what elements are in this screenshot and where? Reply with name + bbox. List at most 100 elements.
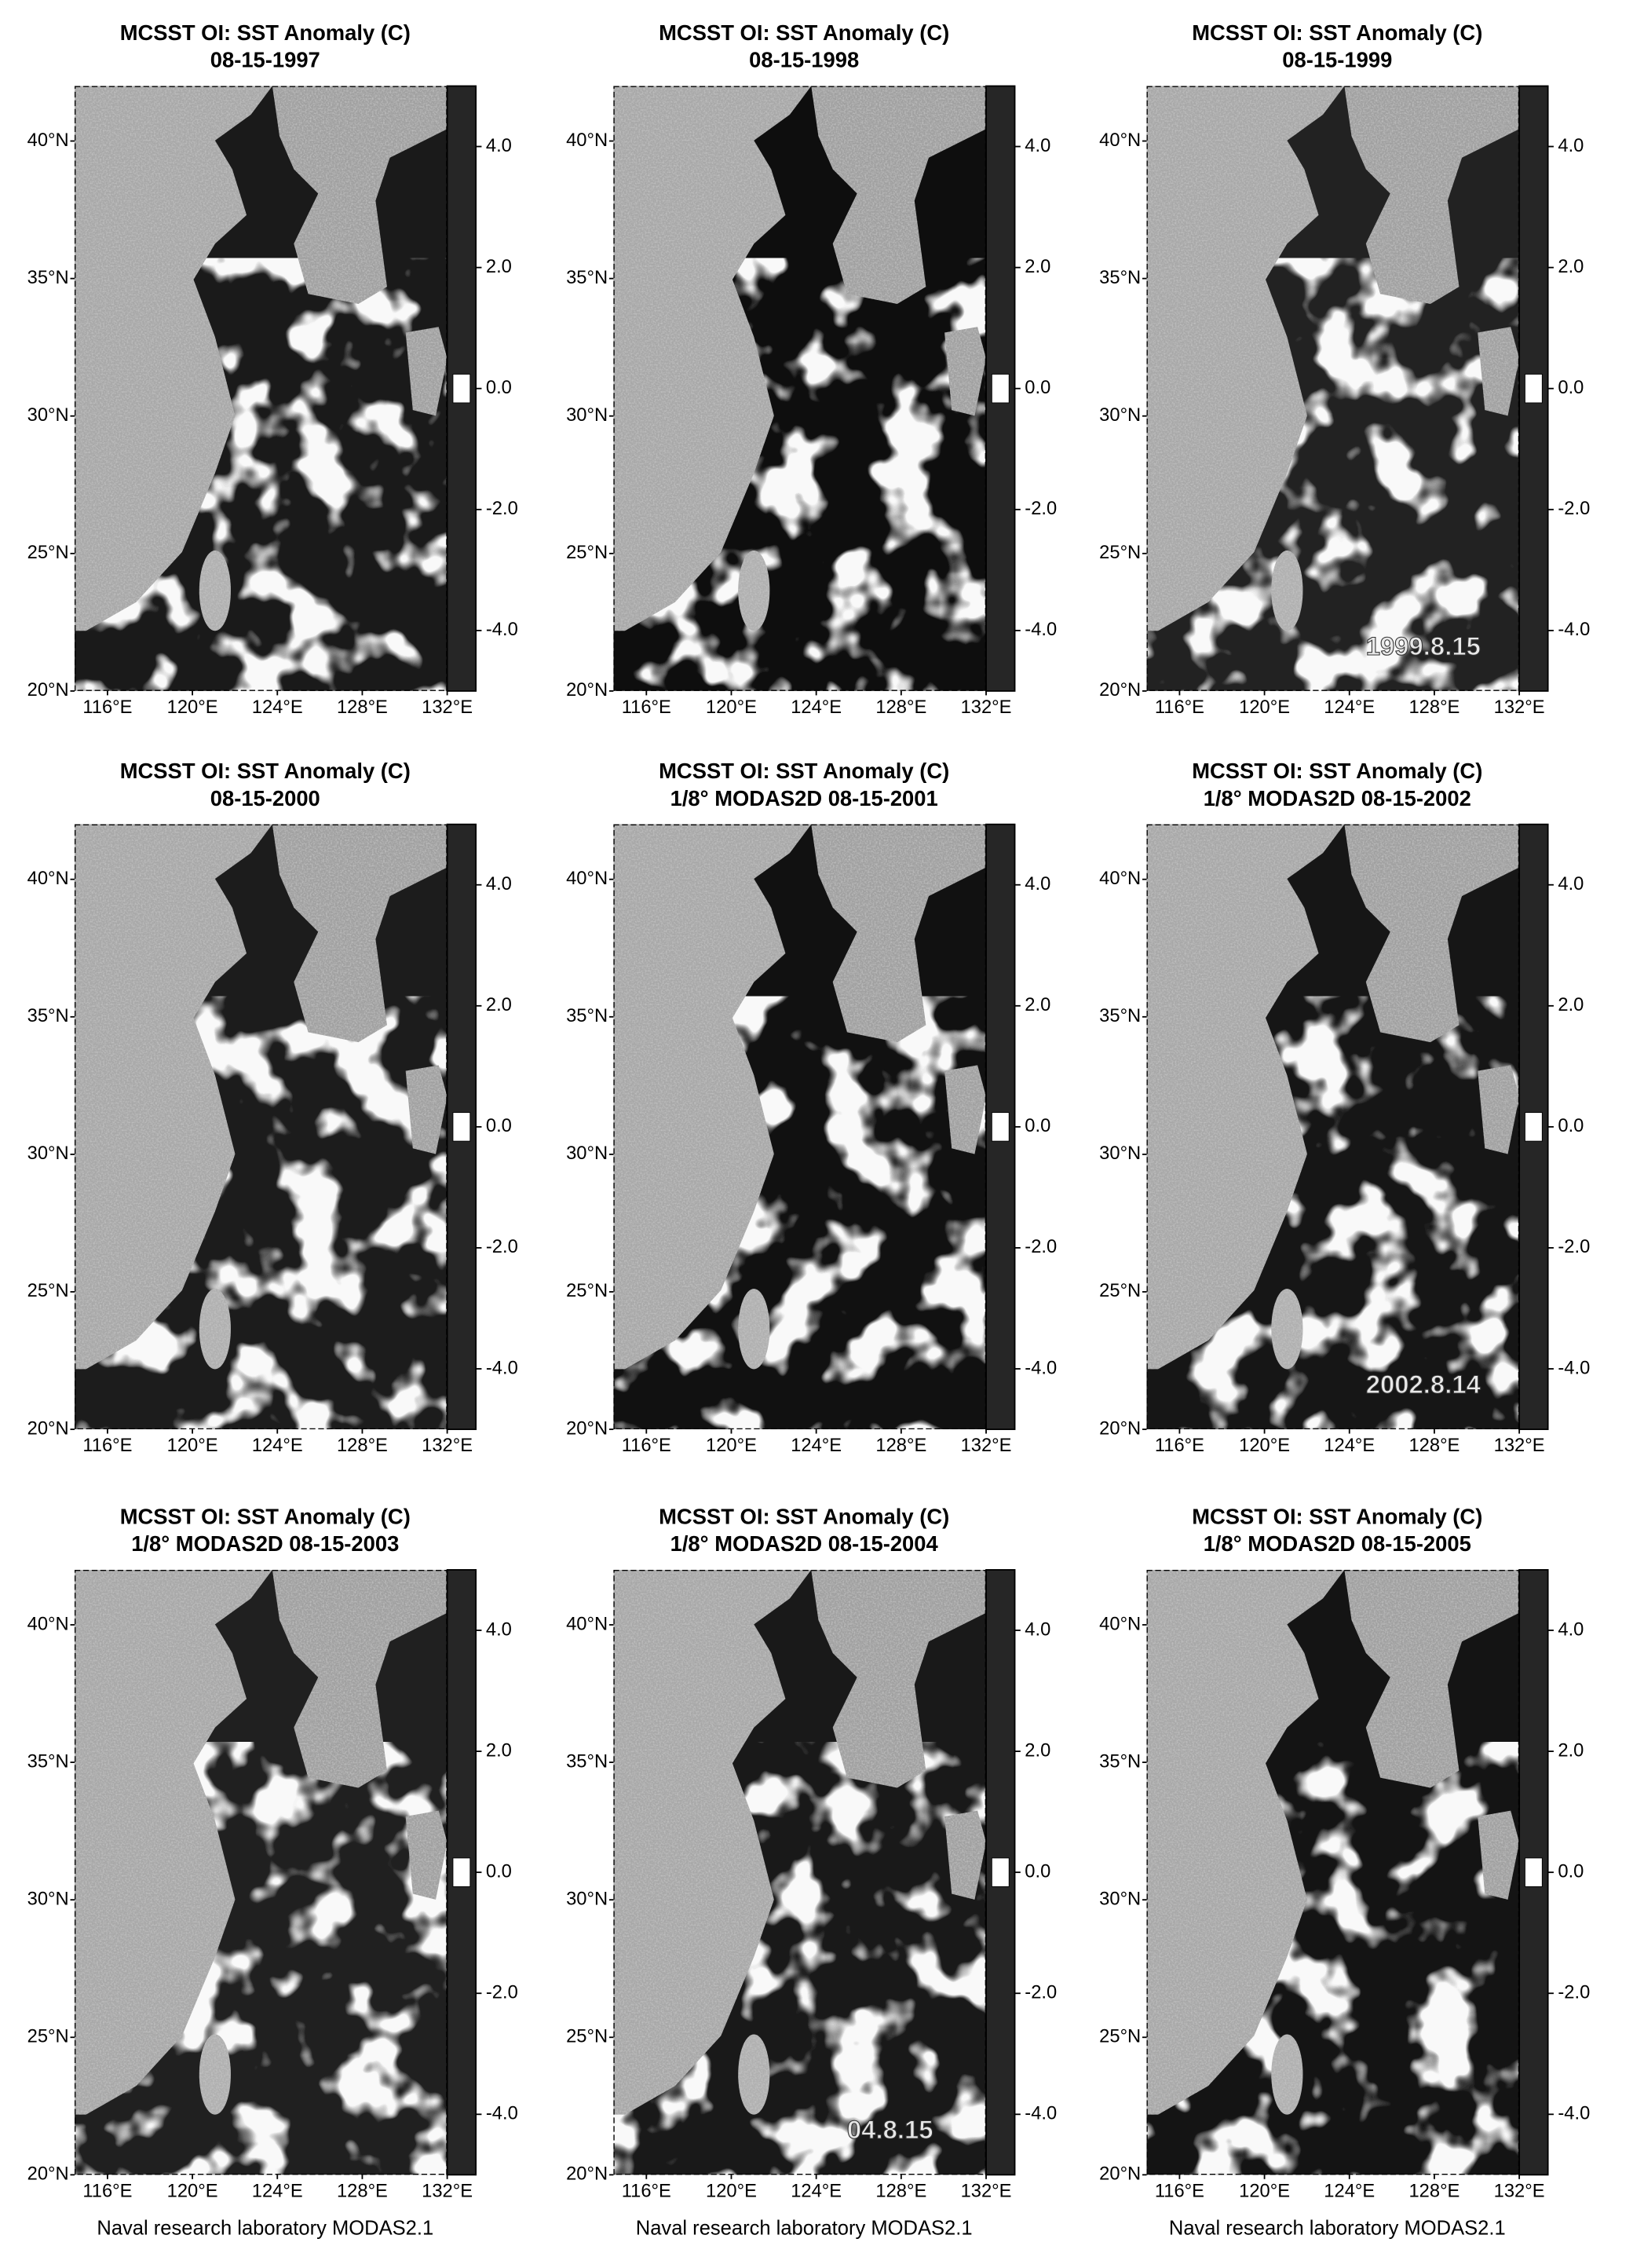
y-tick-label: 20°N [1099, 680, 1141, 701]
colorbar-label: -2.0 [1025, 1237, 1057, 1257]
map-image [75, 86, 448, 691]
x-tick-label: 124°E [1324, 1436, 1375, 1456]
date-stamp: 1999.8.15 [1366, 631, 1481, 660]
footer: Naval research laboratory MODAS2.1 [1169, 2217, 1506, 2239]
page: {"panels": [ {"title": "MCSST OI: SST An… [0, 0, 1644, 2268]
x-tick-label: 132°E [961, 2182, 1012, 2202]
colorbar-label: 4.0 [1558, 874, 1584, 894]
x-tick-label: 124°E [252, 697, 303, 718]
colorbar-light [453, 1858, 470, 1887]
y-tick-label: 40°N [27, 130, 69, 151]
panel-title: MCSST OI: SST Anomaly (C) [120, 759, 411, 783]
colorbar-label: -4.0 [486, 620, 518, 640]
y-tick-label: 25°N [27, 543, 69, 563]
x-tick-label: 132°E [422, 2182, 473, 2202]
y-tick-label: 20°N [566, 680, 608, 701]
colorbar-light [1525, 1858, 1542, 1887]
date-stamp: 2002.8.14 [1366, 1370, 1481, 1399]
date-stamp: 04.8.15 [847, 2115, 933, 2144]
panel-subtitle: 08-15-1999 [1282, 48, 1392, 72]
y-tick-label: 30°N [1099, 1143, 1141, 1164]
colorbar-label: -4.0 [1558, 1358, 1590, 1378]
y-tick-label: 20°N [1099, 1418, 1141, 1439]
x-tick-label: 124°E [252, 1436, 303, 1456]
y-tick-label: 20°N [27, 2164, 69, 2185]
x-tick-label: 120°E [167, 2182, 218, 2202]
y-tick-label: 20°N [566, 1418, 608, 1439]
y-tick-label: 35°N [566, 268, 608, 288]
map-panel: MCSST OI: SST Anomaly (C)1/8° MODAS2D 08… [1099, 759, 1590, 1456]
y-tick-label: 35°N [1099, 1751, 1141, 1772]
x-tick-label: 116°E [1155, 1436, 1204, 1456]
x-tick-label: 124°E [791, 697, 842, 718]
colorbar-label: -4.0 [1025, 1358, 1057, 1378]
panel-title: MCSST OI: SST Anomaly (C) [659, 759, 949, 783]
y-tick-label: 40°N [566, 869, 608, 889]
x-tick-label: 116°E [622, 2182, 671, 2202]
x-tick-label: 128°E [337, 697, 388, 718]
x-tick-label: 120°E [167, 697, 218, 718]
colorbar-label: -2.0 [1025, 499, 1057, 519]
colorbar-label: -2.0 [486, 1237, 518, 1257]
x-tick-label: 116°E [82, 2182, 132, 2202]
colorbar-label: 0.0 [486, 1116, 512, 1136]
colorbar-label: 4.0 [486, 1619, 512, 1640]
colorbar-label: 2.0 [486, 1740, 512, 1761]
y-tick-label: 20°N [27, 1418, 69, 1439]
map-panel: MCSST OI: SST Anomaly (C)1/8° MODAS2D 08… [27, 1504, 518, 2239]
x-tick-label: 120°E [1239, 1436, 1290, 1456]
y-tick-label: 40°N [566, 130, 608, 151]
x-tick-label: 116°E [82, 697, 132, 718]
panel-subtitle: 1/8° MODAS2D 08-15-2001 [670, 786, 938, 810]
x-tick-label: 132°E [961, 1436, 1012, 1456]
colorbar-label: 0.0 [1025, 1861, 1050, 1882]
map-panel: MCSST OI: SST Anomaly (C)08-15-19974.02.… [27, 20, 518, 718]
panel-title: MCSST OI: SST Anomaly (C) [120, 1504, 411, 1528]
colorbar-label: 2.0 [1025, 995, 1050, 1015]
colorbar-label: -2.0 [1558, 1237, 1590, 1257]
colorbar-label: 2.0 [1558, 257, 1584, 277]
colorbar-label: 2.0 [1025, 1740, 1050, 1761]
y-tick-label: 35°N [27, 268, 69, 288]
colorbar-label: 2.0 [486, 257, 512, 277]
y-tick-label: 30°N [1099, 405, 1141, 426]
x-tick-label: 128°E [875, 1436, 926, 1456]
x-tick-label: 116°E [1155, 2182, 1204, 2202]
panel-title: MCSST OI: SST Anomaly (C) [659, 1504, 949, 1528]
colorbar-label: -4.0 [1025, 2104, 1057, 2124]
x-tick-label: 124°E [1324, 2182, 1375, 2202]
colorbar-label: 0.0 [486, 1861, 512, 1882]
x-tick-label: 120°E [706, 697, 757, 718]
colorbar-label: -4.0 [486, 1358, 518, 1378]
colorbar-label: -4.0 [1558, 2104, 1590, 2124]
panel-subtitle: 1/8° MODAS2D 08-15-2004 [670, 1531, 939, 1556]
x-tick-label: 128°E [1408, 697, 1460, 718]
map-image [1146, 825, 1519, 1429]
y-tick-label: 25°N [1099, 1281, 1141, 1301]
y-tick-label: 30°N [566, 1143, 608, 1164]
x-tick-label: 120°E [1239, 2182, 1290, 2202]
x-tick-label: 128°E [337, 1436, 388, 1456]
y-tick-label: 30°N [27, 1889, 69, 1909]
x-tick-label: 116°E [622, 1436, 671, 1456]
y-tick-label: 35°N [27, 1751, 69, 1772]
x-tick-label: 132°E [1494, 697, 1545, 718]
y-tick-label: 30°N [566, 405, 608, 426]
panel-subtitle: 08-15-1998 [749, 48, 859, 72]
x-tick-label: 124°E [252, 2182, 303, 2202]
x-tick-label: 128°E [337, 2182, 388, 2202]
map-image [613, 1570, 986, 2175]
x-tick-label: 116°E [622, 697, 671, 718]
colorbar-label: 2.0 [486, 995, 512, 1015]
colorbar-light [453, 1113, 470, 1142]
panel-subtitle: 1/8° MODAS2D 08-15-2002 [1204, 786, 1471, 810]
y-tick-label: 25°N [566, 543, 608, 563]
colorbar-label: 4.0 [486, 136, 512, 156]
map-panel: MCSST OI: SST Anomaly (C)08-15-19994.02.… [1099, 20, 1590, 718]
panel-title: MCSST OI: SST Anomaly (C) [659, 20, 949, 45]
y-tick-label: 30°N [566, 1889, 608, 1909]
x-tick-label: 132°E [961, 697, 1012, 718]
y-tick-label: 25°N [27, 1281, 69, 1301]
colorbar-label: 2.0 [1558, 1740, 1584, 1761]
y-tick-label: 40°N [1099, 1614, 1141, 1634]
